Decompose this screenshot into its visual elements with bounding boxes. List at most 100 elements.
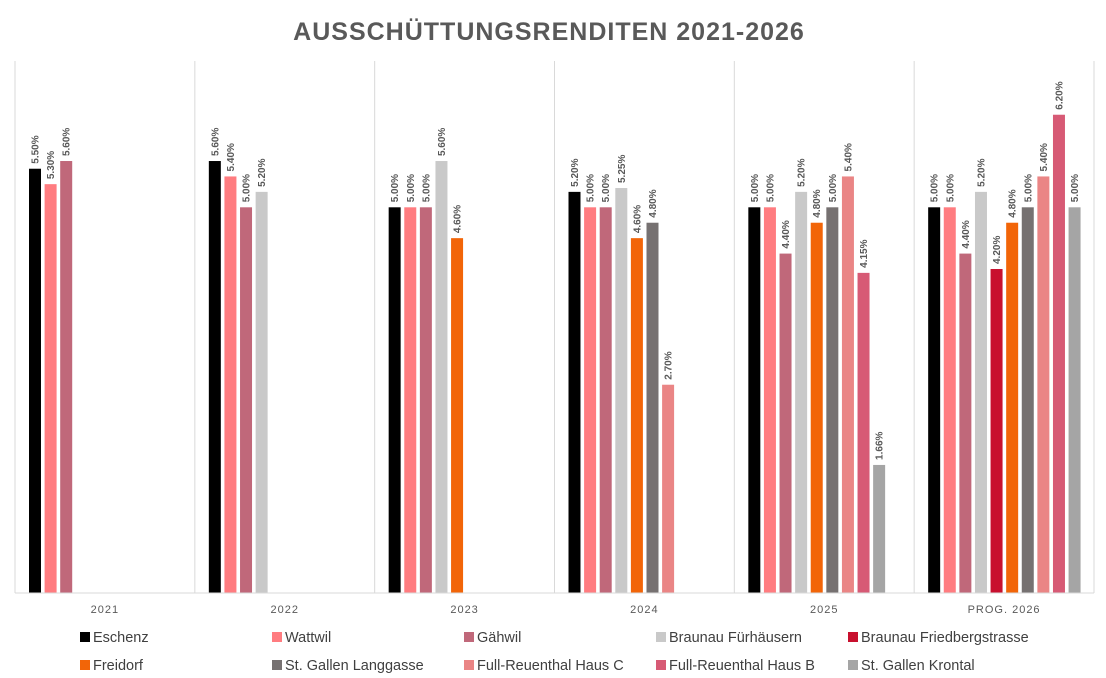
data-label: 5.60% [210, 128, 221, 156]
bar [451, 238, 464, 593]
data-label: 2.70% [664, 351, 675, 379]
legend-label: Braunau Friedbergstrasse [861, 630, 1029, 646]
legend-label: Full-Reuenthal Haus B [669, 658, 815, 674]
legend-item: Freidorf [80, 658, 144, 674]
data-label: 4.60% [632, 205, 643, 233]
legend-swatch [656, 632, 666, 642]
legend-swatch [80, 660, 90, 670]
data-label: 5.40% [843, 143, 854, 171]
bar [857, 272, 870, 593]
legend-swatch [272, 632, 282, 642]
bars [29, 114, 1081, 594]
legend-swatch [272, 660, 282, 670]
category-label: 2024 [630, 604, 658, 616]
data-label: 5.20% [570, 158, 581, 186]
legend-label: Full-Reuenthal Haus C [477, 658, 624, 674]
legend-swatch [464, 632, 474, 642]
category-dividers [14, 61, 1095, 593]
data-label: 5.40% [1039, 143, 1050, 171]
bar [630, 238, 643, 593]
bar [404, 207, 417, 594]
data-label: 5.00% [242, 174, 253, 202]
bar [60, 161, 73, 594]
category-label: 2023 [450, 604, 478, 616]
data-label: 4.80% [812, 189, 823, 217]
legend-item: Full-Reuenthal Haus C [464, 658, 624, 674]
data-label: 5.25% [617, 155, 628, 183]
bar [826, 207, 839, 594]
data-label: 5.20% [797, 158, 808, 186]
legend-item: Braunau Friedbergstrasse [848, 630, 1029, 646]
legend-item: St. Gallen Krontal [848, 658, 975, 674]
data-label: 5.00% [750, 174, 761, 202]
bar [662, 384, 675, 593]
legend-label: Freidorf [93, 658, 144, 674]
data-label: 4.15% [859, 239, 870, 267]
bar [208, 161, 221, 594]
data-label: 5.20% [976, 158, 987, 186]
data-label: 5.00% [828, 174, 839, 202]
legend-label: Wattwil [285, 630, 331, 646]
data-label: 4.40% [961, 220, 972, 248]
data-label: 5.00% [390, 174, 401, 202]
data-label: 5.00% [601, 174, 612, 202]
category-label: 2025 [810, 604, 838, 616]
bar [928, 207, 941, 594]
bar [959, 253, 972, 594]
data-label: 4.60% [453, 205, 464, 233]
bar [795, 191, 808, 593]
bar [1052, 114, 1065, 594]
legend-label: St. Gallen Krontal [861, 658, 975, 674]
legend-item: Full-Reuenthal Haus B [656, 658, 815, 674]
bar [224, 176, 237, 593]
legend: Eschenz Wattwil Gähwil Braunau Fürhäusern Br… [80, 630, 1029, 674]
bar [748, 207, 761, 594]
category-labels: 2021 2022 2023 2024 2025 PROG. 2026 [91, 604, 1041, 616]
legend-label: St. Gallen Langgasse [285, 658, 424, 674]
category-label: 2021 [91, 604, 119, 616]
legend-item: St. Gallen Langgasse [272, 658, 424, 674]
bar [615, 188, 628, 593]
bar [568, 191, 581, 593]
data-labels: 5.50% 5.30% 5.60% 5.60% 5.40% 5.00% 5.20% 5.00%… [31, 81, 1082, 460]
bar [435, 161, 448, 594]
bar [841, 176, 854, 593]
data-label: 5.30% [46, 151, 57, 179]
legend-swatch [656, 660, 666, 670]
data-label: 5.00% [945, 174, 956, 202]
bar [1006, 222, 1019, 593]
bar [943, 207, 956, 594]
bar [1037, 176, 1050, 593]
data-label: 5.20% [257, 158, 268, 186]
data-label: 4.40% [781, 220, 792, 248]
data-label: 5.00% [765, 174, 776, 202]
legend-item: Eschenz [80, 630, 149, 646]
data-label: 4.20% [992, 236, 1003, 264]
bar [990, 269, 1003, 593]
legend-item: Gähwil [464, 630, 521, 646]
bar [974, 191, 987, 593]
bar [810, 222, 823, 593]
data-label: 5.00% [406, 174, 417, 202]
category-label: 2022 [271, 604, 299, 616]
data-label: 5.00% [421, 174, 432, 202]
bar [873, 464, 886, 593]
data-label: 1.66% [875, 431, 886, 459]
legend-swatch [848, 660, 858, 670]
legend-swatch [464, 660, 474, 670]
data-label: 5.40% [226, 143, 237, 171]
category-label: PROG. 2026 [968, 604, 1041, 616]
bar [646, 222, 659, 593]
bar [1068, 207, 1081, 594]
chart-title: AUSSCHÜTTUNGSRENDITEN 2021-2026 [293, 17, 805, 46]
bar [419, 207, 432, 594]
legend-label: Braunau Fürhäusern [669, 630, 802, 646]
data-label: 5.00% [1070, 174, 1081, 202]
data-label: 6.20% [1054, 81, 1065, 109]
bar [44, 184, 57, 593]
bar [29, 168, 41, 594]
bar [599, 207, 612, 594]
legend-swatch [848, 632, 858, 642]
data-label: 5.60% [437, 128, 448, 156]
